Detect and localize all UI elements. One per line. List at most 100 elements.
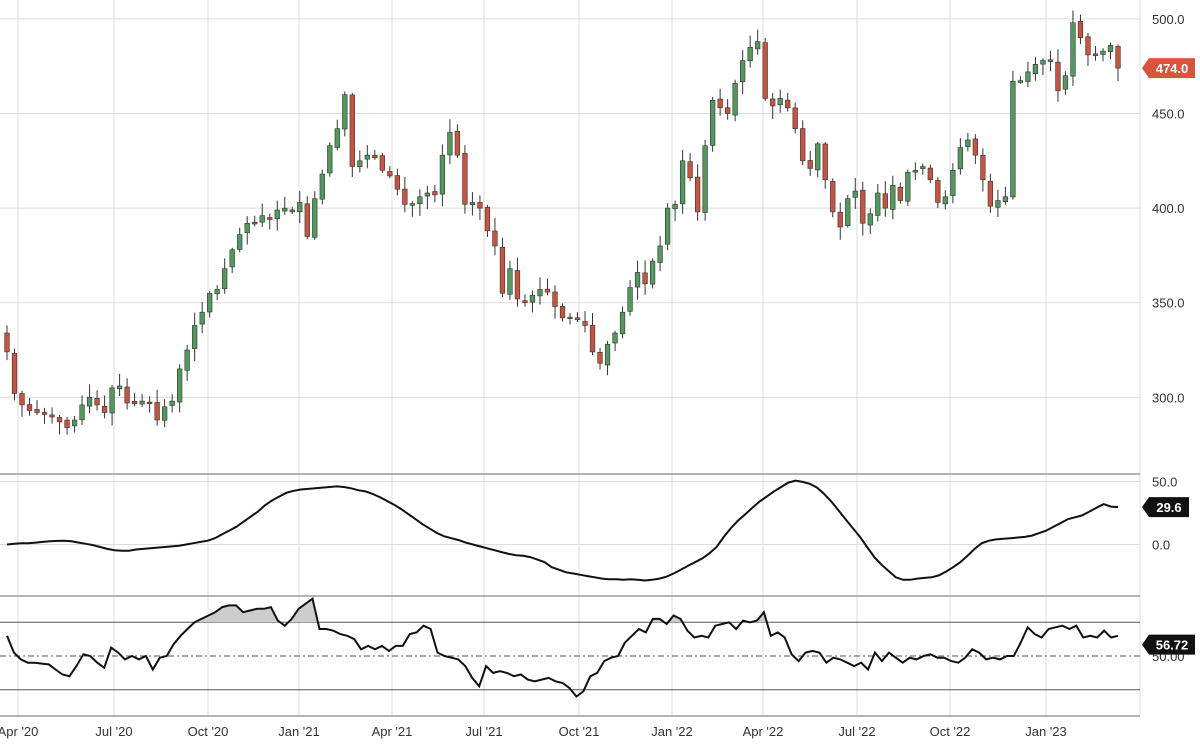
grid-lines: [0, 0, 1141, 715]
candle: [995, 189, 1001, 218]
candle-body: [1040, 60, 1046, 65]
candle: [252, 215, 258, 227]
candle-body: [109, 387, 115, 414]
candle-body: [267, 217, 273, 220]
candle-body: [732, 82, 738, 116]
candle: [116, 374, 123, 397]
candle-body: [987, 180, 994, 207]
candle: [237, 227, 243, 253]
price-last-badge-shape: [1142, 58, 1195, 79]
time-axis-label: Jan '23: [1025, 724, 1067, 739]
time-axis-label: Apr '22: [743, 724, 784, 739]
time-axis-label: Apr '20: [0, 724, 38, 739]
candle: [169, 394, 175, 413]
candle-body: [79, 404, 85, 421]
candle: [409, 201, 415, 217]
candle: [1115, 44, 1121, 82]
candle: [867, 208, 873, 234]
candle: [177, 364, 183, 413]
candle-body: [679, 160, 686, 205]
candle-body: [71, 419, 78, 427]
candle-body: [785, 99, 791, 109]
candle-body: [725, 107, 731, 114]
candle-body: [920, 166, 926, 169]
candle-body: [312, 198, 318, 238]
time-axis-label: Oct '20: [188, 724, 229, 739]
candle-body: [800, 128, 806, 162]
candle: [770, 93, 776, 119]
candle-body: [86, 397, 93, 407]
candle-body: [462, 153, 468, 205]
candle: [364, 145, 370, 169]
candle: [4, 325, 10, 361]
candle: [357, 150, 363, 173]
candle-body: [710, 99, 716, 146]
candle-body: [116, 385, 123, 390]
candle: [552, 285, 558, 319]
oscillator-panel[interactable]: 0.0 50.0 29.6: [6, 474, 1189, 582]
candle-body: [289, 209, 295, 213]
candle-body: [574, 317, 581, 321]
candle-body: [882, 193, 888, 209]
price-last-value: 474.0: [1156, 61, 1189, 76]
candle-body: [387, 171, 393, 177]
candle-body: [394, 175, 400, 190]
candle: [559, 303, 566, 322]
rsi-panel[interactable]: 50.00 56.72: [6, 597, 1195, 698]
candle-body: [634, 272, 641, 288]
candle: [679, 149, 686, 214]
candle-body: [1100, 50, 1106, 55]
price-tick-label: 300.0: [1152, 390, 1185, 405]
candle-body: [1070, 22, 1076, 77]
candle-body: [559, 305, 566, 319]
candle-body: [492, 230, 498, 247]
candle: [672, 200, 678, 222]
candle: [124, 378, 130, 410]
candle-body: [740, 60, 746, 82]
candle-body: [1077, 21, 1084, 39]
candle: [34, 400, 40, 416]
price-panel[interactable]: 300.0 350.0 400.0 450.0 500.0 474.0: [4, 10, 1195, 435]
candle: [469, 192, 476, 216]
price-tick-label: 350.0: [1152, 296, 1185, 311]
candle: [86, 384, 93, 414]
candle: [935, 177, 941, 209]
candle: [26, 397, 33, 416]
candle-body: [860, 189, 866, 224]
candle: [987, 173, 994, 213]
oscillator-last-badge: 29.6: [1142, 497, 1189, 518]
candle: [289, 207, 295, 215]
candle-body: [792, 107, 798, 129]
candle: [710, 96, 716, 152]
candle: [882, 181, 888, 217]
candle: [334, 119, 340, 151]
candle: [792, 102, 798, 134]
candle: [1107, 42, 1114, 60]
candle: [259, 203, 265, 228]
candle: [1040, 58, 1046, 75]
candle-body: [972, 138, 978, 156]
candle: [1025, 61, 1031, 88]
candle-body: [252, 221, 258, 225]
oscillator-tick-label: 50.0: [1152, 474, 1177, 489]
candle: [507, 260, 513, 300]
candle-body: [649, 260, 656, 285]
candle: [1017, 76, 1024, 84]
candle: [1092, 45, 1099, 61]
candle: [109, 385, 115, 426]
candle: [19, 390, 25, 417]
candle: [740, 50, 746, 95]
candle-body: [56, 417, 63, 423]
candle-body: [619, 311, 626, 335]
candle-body: [94, 398, 100, 406]
candle-body: [402, 188, 408, 205]
candle: [402, 176, 408, 213]
candle: [942, 190, 948, 210]
candle: [807, 151, 813, 176]
rsi-last-badge-shape: [1142, 634, 1195, 655]
rsi-overbought-area: [288, 598, 318, 623]
time-axis-label: Jul '21: [465, 724, 502, 739]
candle-body: [364, 154, 370, 160]
candle-body: [687, 161, 693, 179]
